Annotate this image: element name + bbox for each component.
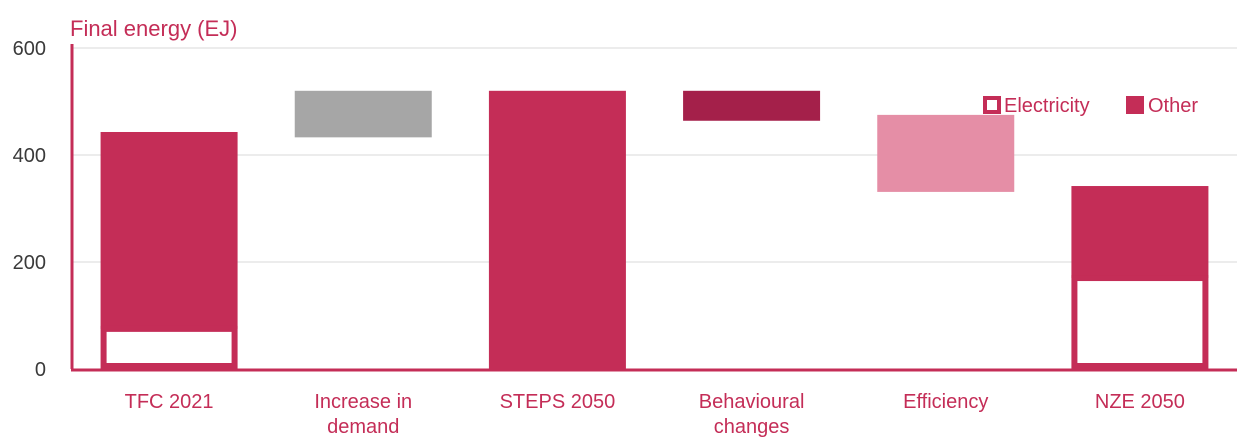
x-tick-label: STEPS 2050: [500, 391, 616, 413]
y-tick-label: 400: [13, 145, 46, 167]
axes: [70, 44, 1237, 372]
x-tick-label: Efficiency: [903, 391, 988, 413]
legend: Electricity Other: [983, 95, 1198, 117]
x-tick-label-line: NZE 2050: [1095, 391, 1185, 413]
chart-title: Final energy (EJ): [70, 16, 238, 41]
x-tick-label: Increase in demand: [314, 391, 412, 438]
bar-electricity-segment: [100, 325, 238, 369]
y-axis-ticks: 0 200 400 600: [13, 38, 46, 381]
bar-electricity-segment: [1071, 275, 1209, 369]
x-tick-label: NZE 2050: [1095, 391, 1185, 413]
bar-delta: [877, 114, 1015, 192]
bar-other-segment: [1071, 186, 1209, 279]
x-tick-label-line: Behavioural: [699, 391, 805, 413]
y-tick-label: 0: [35, 359, 46, 381]
gridlines: [72, 47, 1237, 263]
x-tick-label: TFC 2021: [125, 391, 214, 413]
legend-other-label: Other: [1148, 95, 1198, 117]
bar-delta: [294, 90, 432, 138]
legend-electricity-marker: [983, 96, 1001, 114]
x-tick-label-line: TFC 2021: [125, 391, 214, 413]
bars: [100, 90, 1209, 370]
legend-other-marker: [1126, 96, 1144, 114]
x-tick-label: Behavioural changes: [699, 391, 805, 438]
x-tick-label-line: changes: [714, 416, 790, 438]
y-tick-label: 600: [13, 38, 46, 60]
bar-other-segment: [100, 131, 238, 329]
x-tick-label-line: Efficiency: [903, 391, 988, 413]
x-axis-labels: TFC 2021 Increase in demand STEPS 2050 Behav…: [125, 391, 1185, 438]
y-tick-label: 200: [13, 252, 46, 274]
x-tick-label-line: demand: [327, 416, 399, 438]
x-tick-label-line: STEPS 2050: [500, 391, 616, 413]
bar-other-segment: [488, 90, 626, 370]
legend-electricity-label: Electricity: [1004, 95, 1090, 117]
bar-delta: [683, 90, 821, 121]
x-tick-label-line: Increase in: [314, 391, 412, 413]
